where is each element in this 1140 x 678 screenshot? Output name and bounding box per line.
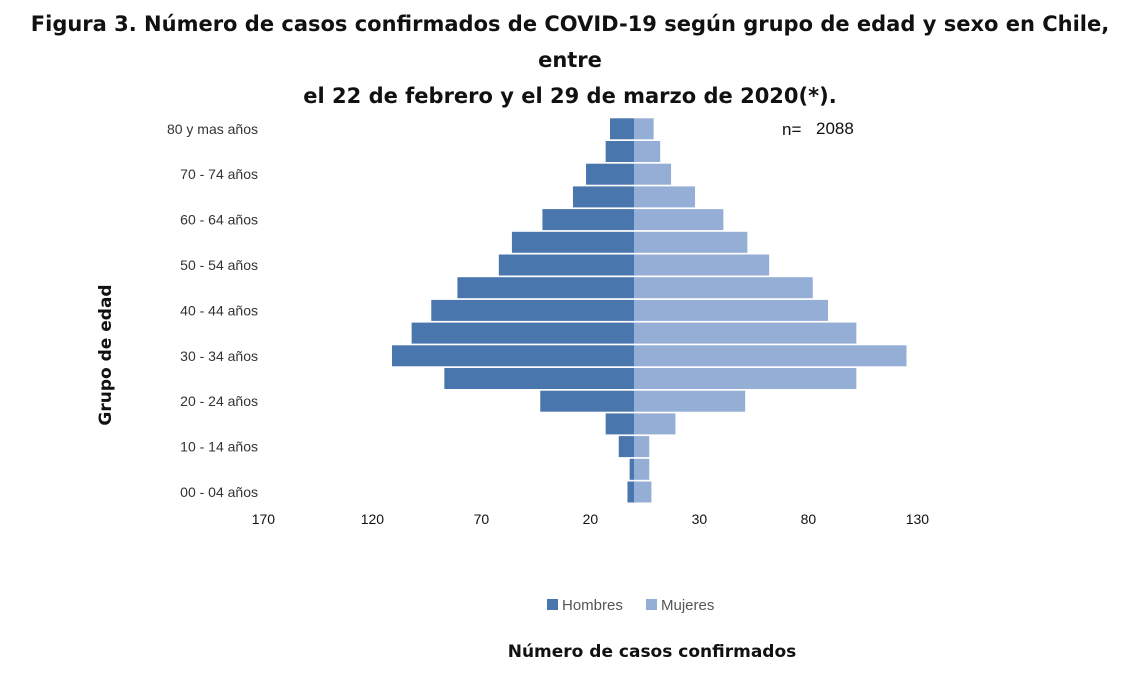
bar-mujeres-15 bbox=[634, 141, 661, 162]
legend-label-mujeres: Mujeres bbox=[661, 597, 714, 614]
x-axis-label: Número de casos confirmados bbox=[508, 642, 797, 662]
y-tick-labels: 00 - 04 años 10 - 14 años 20 - 24 años 30 -… bbox=[167, 121, 258, 500]
y-tick-label: 10 - 14 años bbox=[180, 439, 258, 455]
bar-mujeres-5 bbox=[634, 368, 857, 389]
bars-group bbox=[392, 118, 907, 503]
bar-mujeres-9 bbox=[634, 277, 813, 299]
legend-swatch-mujeres bbox=[646, 599, 657, 610]
bar-hombres-1 bbox=[629, 458, 634, 480]
bar-mujeres-1 bbox=[634, 458, 650, 480]
bar-hombres-3 bbox=[605, 413, 634, 435]
bar-mujeres-7 bbox=[634, 322, 857, 344]
chart-title-line-2: el 22 de febrero y el 29 de marzo de 202… bbox=[303, 84, 837, 108]
bar-mujeres-10 bbox=[634, 254, 770, 276]
y-tick-label: 70 - 74 años bbox=[180, 166, 258, 182]
chart-title: Figura 3. Número de casos confirmados de… bbox=[0, 6, 1140, 114]
bar-hombres-9 bbox=[457, 277, 634, 299]
bar-hombres-7 bbox=[411, 322, 634, 344]
y-tick-label: 30 - 34 años bbox=[180, 348, 258, 364]
x-tick-label: 70 bbox=[474, 511, 490, 527]
bar-hombres-6 bbox=[392, 345, 634, 367]
bar-hombres-4 bbox=[540, 390, 634, 412]
bar-mujeres-13 bbox=[634, 186, 696, 208]
bar-mujeres-16 bbox=[634, 118, 654, 140]
n-label: n= bbox=[782, 120, 801, 139]
x-tick-label: 120 bbox=[361, 511, 385, 527]
x-tick-label: 20 bbox=[583, 511, 599, 527]
bar-mujeres-3 bbox=[634, 413, 676, 435]
n-value: 2088 bbox=[816, 119, 854, 138]
bar-hombres-12 bbox=[542, 209, 634, 231]
x-tick-label: 80 bbox=[801, 511, 817, 527]
y-tick-label: 50 - 54 años bbox=[180, 257, 258, 273]
y-tick-label: 20 - 24 años bbox=[180, 393, 258, 409]
bar-hombres-16 bbox=[610, 118, 634, 140]
bar-hombres-8 bbox=[431, 299, 634, 321]
y-tick-label: 40 - 44 años bbox=[180, 302, 258, 318]
bar-mujeres-8 bbox=[634, 299, 829, 321]
y-tick-label: 80 y mas años bbox=[167, 121, 258, 137]
y-axis-label: Grupo de edad bbox=[96, 284, 116, 425]
bar-hombres-13 bbox=[572, 186, 634, 208]
bar-mujeres-2 bbox=[634, 436, 650, 458]
bar-hombres-15 bbox=[605, 141, 634, 162]
bar-hombres-5 bbox=[444, 368, 634, 389]
bar-mujeres-4 bbox=[634, 390, 746, 412]
legend: Hombres Mujeres bbox=[547, 597, 714, 614]
legend-swatch-hombres bbox=[547, 599, 558, 610]
x-tick-labels: 170 120 70 20 30 80 130 bbox=[252, 511, 930, 527]
bar-hombres-0 bbox=[627, 481, 634, 503]
x-tick-label: 170 bbox=[252, 511, 276, 527]
legend-label-hombres: Hombres bbox=[562, 597, 623, 614]
bar-mujeres-6 bbox=[634, 345, 907, 367]
bar-mujeres-11 bbox=[634, 231, 748, 253]
x-tick-label: 30 bbox=[692, 511, 708, 527]
y-tick-label: 00 - 04 años bbox=[180, 484, 258, 500]
bar-hombres-14 bbox=[586, 163, 634, 185]
bar-hombres-10 bbox=[498, 254, 634, 276]
bar-mujeres-0 bbox=[634, 481, 652, 503]
bar-hombres-11 bbox=[511, 231, 634, 253]
bar-mujeres-12 bbox=[634, 209, 724, 231]
bar-hombres-2 bbox=[618, 436, 634, 458]
bar-mujeres-14 bbox=[634, 163, 672, 185]
x-tick-label: 130 bbox=[906, 511, 930, 527]
y-tick-label: 60 - 64 años bbox=[180, 212, 258, 228]
chart-title-line-1: Figura 3. Número de casos confirmados de… bbox=[30, 12, 1110, 72]
